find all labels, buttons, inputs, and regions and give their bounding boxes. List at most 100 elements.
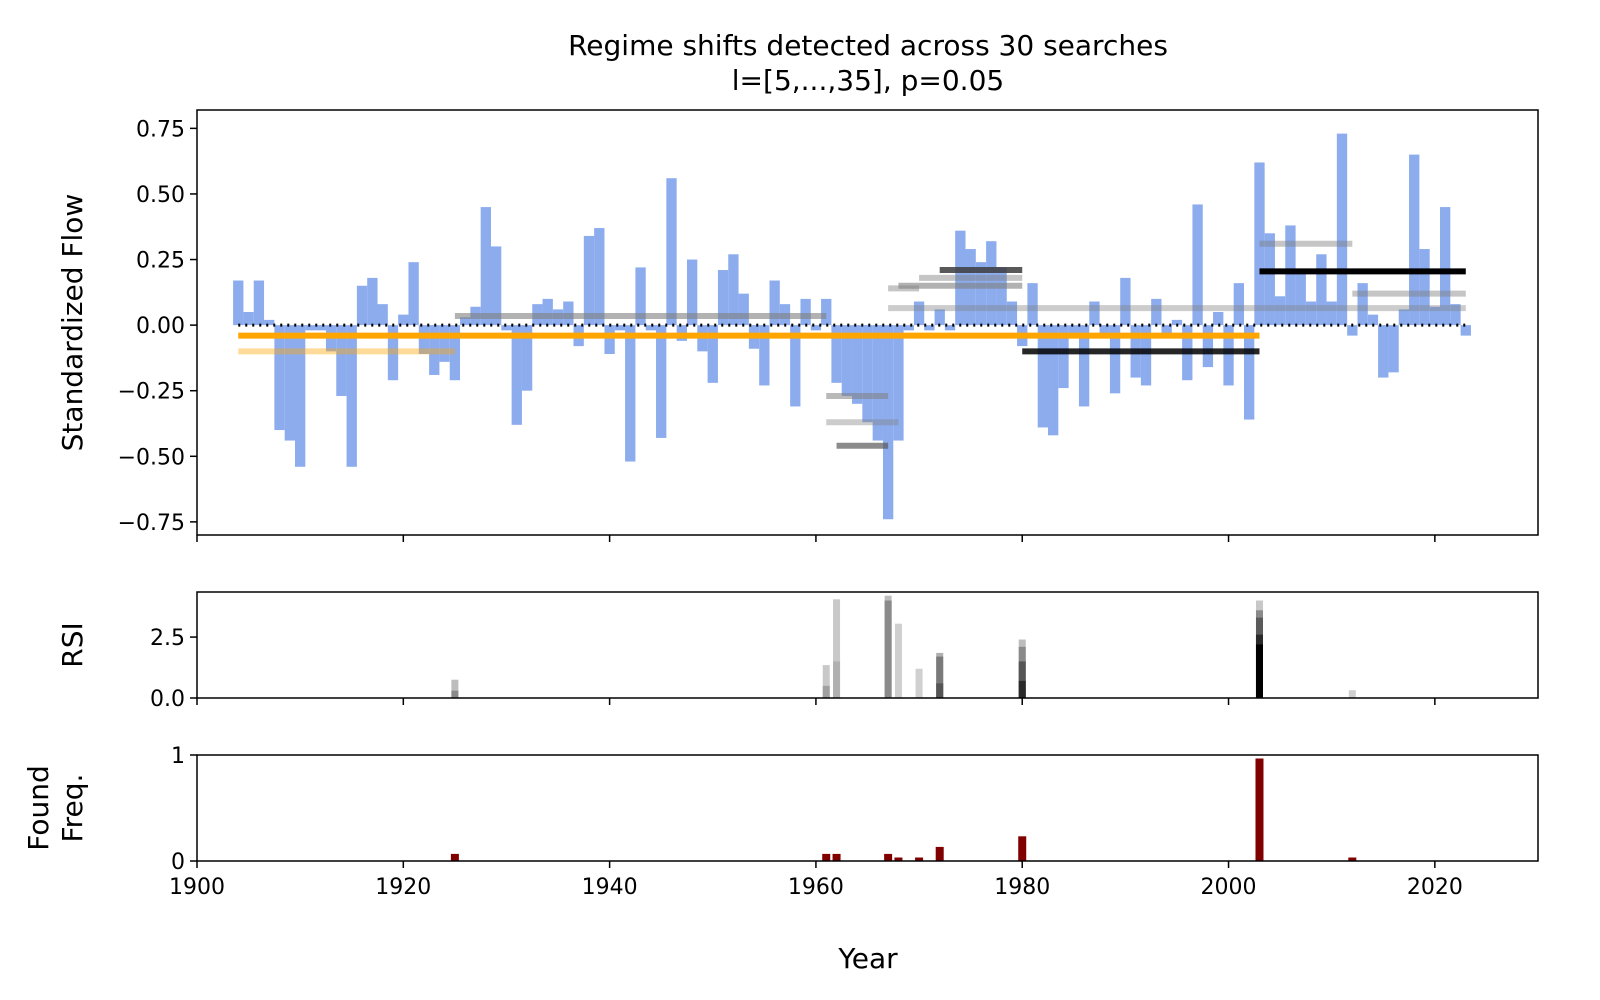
flow-bar [460,317,471,326]
flow-bar [1254,162,1265,326]
flow-bar [1068,325,1079,333]
rsi-bar [894,623,902,698]
flow-bar [274,325,285,431]
rsi-bar [833,599,841,698]
flow-bar [903,325,914,331]
x-axis-label: Year [837,942,898,975]
flow-bar [614,325,626,331]
flow-bar [728,254,739,326]
x-tick-label: 1980 [994,875,1050,900]
flow-bar [1006,301,1018,326]
flow-bar [1078,325,1090,407]
found-frequency-bar [1018,836,1027,861]
y-axis-label: RSI [56,622,89,668]
flow-bar [294,325,306,467]
flow-bar [429,325,440,375]
flow-bar [821,298,832,326]
flow-bar [944,325,956,331]
rsi-bar [884,600,892,698]
flow-bar [1440,207,1451,326]
flow-bar [1419,249,1430,326]
flow-bar [1274,296,1286,326]
flow-bar [1409,154,1420,326]
flow-bar [511,325,522,425]
flow-bar [253,280,265,326]
flow-bar [233,280,244,326]
rsi-bar [451,690,459,698]
flow-bar [1140,325,1152,386]
y-tick-label: −0.25 [118,380,185,405]
y-axis-label: Freq. [56,774,89,843]
flow-bar [1378,325,1389,378]
flow-bar [243,312,254,326]
found-frequency-bar [935,846,944,861]
flow-bar [542,298,553,326]
flow-bar [356,285,368,326]
y-tick-label: 2.5 [150,626,185,651]
flow-bar [717,270,729,326]
flow-bar [284,325,295,441]
flow-bar [1058,325,1069,389]
x-tick-label: 1920 [375,875,431,900]
flow-bar [1099,325,1110,333]
flow-bar [686,259,698,326]
flow-bar [387,325,399,381]
axes-frame [196,591,1539,699]
flow-bar [955,230,966,326]
flow-bar [398,314,409,326]
flow-bar [810,325,822,331]
x-tick-label: 1900 [169,875,225,900]
flow-bar [738,293,749,326]
rsi-bar [822,685,830,698]
flow-bar [1336,133,1348,326]
flow-bar [1450,304,1461,326]
found-frequency-panel: 0 1 1900 1920 1940 1960 1980 2000 2020 Found Freq. [22,744,1539,900]
flow-bar [1120,277,1131,326]
flow-bar [264,319,275,326]
flow-bar [604,325,615,354]
flow-bar [1027,283,1038,326]
flow-bar [1305,301,1317,326]
flow-bar [583,235,595,326]
flow-bar [862,325,873,423]
flow-bar [656,325,667,438]
flow-bar [1244,325,1255,420]
rsi-bar [1018,661,1026,698]
flow-bar [1202,325,1214,368]
rsi-bar [1348,690,1356,698]
flow-bar [1295,270,1306,326]
flow-bar [1388,325,1399,373]
found-frequency-bar [894,857,903,861]
flow-bar [1037,325,1049,428]
flow-bar [1367,314,1379,326]
flow-bar [841,325,853,396]
axes-frame [196,109,1539,536]
flow-bar [800,298,811,326]
figure-title-line2: l=[5,...,35], p=0.05 [732,64,1004,97]
y-tick-label: 0.50 [136,183,185,208]
y-tick-label: 0.00 [136,314,185,339]
flow-bar [1398,309,1410,326]
flow-bar [418,325,430,354]
y-tick-label: −0.50 [118,445,185,470]
flow-bar [872,325,883,441]
y-axis-label: Found [22,765,55,851]
flow-bar [501,325,512,331]
y-tick-label: −0.75 [118,511,185,536]
x-tick-label: 1960 [788,875,844,900]
flow-bar [625,325,636,462]
found-frequency-bar [1348,857,1357,861]
flow-bar [1151,298,1162,326]
flow-bar [1192,204,1203,326]
flow-bar [408,262,419,326]
flow-bar [367,277,378,326]
rsi-bar [451,679,459,698]
flow-bar [975,262,987,326]
flow-bar [1233,283,1245,326]
flow-bar [707,325,718,383]
flow-bar [1264,233,1275,326]
y-tick-label: 0.25 [136,249,185,274]
rsi-bar [833,661,841,698]
axes-frame [196,754,1539,862]
flow-bar [1357,283,1368,326]
